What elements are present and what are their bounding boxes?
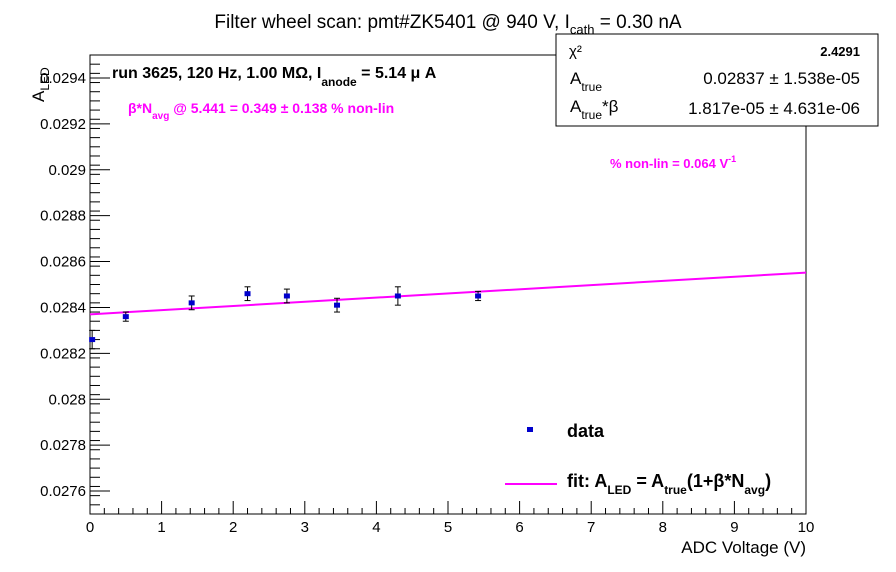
y-tick-label: 0.0278 — [40, 437, 86, 454]
y-tick-label: 0.029 — [48, 162, 86, 179]
legend: data fit: ALED = Atrue(1+β*Navg) — [505, 421, 771, 497]
atrue-beta-label: Atrue*β — [570, 97, 619, 122]
x-tick-label: 4 — [372, 519, 380, 536]
chi2-label: χ² — [569, 43, 582, 60]
data-point — [188, 300, 195, 306]
nonlin-note: % non-lin = 0.064 V-1 — [610, 154, 736, 171]
x-tick-label: 9 — [730, 519, 738, 536]
chart-title: Filter wheel scan: pmt#ZK5401 @ 940 V, I… — [214, 12, 682, 37]
y-tick-label: 0.0284 — [40, 299, 86, 316]
data-point — [334, 302, 341, 308]
data-point — [475, 293, 482, 299]
y-axis-title: ALED — [29, 67, 52, 102]
x-tick-label: 6 — [515, 519, 523, 536]
chi2-value: 2.4291 — [820, 44, 860, 59]
x-tick-label: 2 — [229, 519, 237, 536]
x-tick-label: 10 — [798, 519, 815, 536]
atrue-label: Atrue — [570, 69, 602, 94]
data-point — [394, 293, 401, 299]
fit-line — [89, 271, 807, 316]
x-tick-label: 3 — [301, 519, 309, 536]
legend-fit-label: fit: ALED = Atrue(1+β*Navg) — [567, 471, 771, 497]
y-tick-label: 0.028 — [48, 391, 86, 408]
y-tick-label: 0.0282 — [40, 345, 86, 362]
beta-note: β*Navg @ 5.441 = 0.349 ± 0.138 % non-lin — [128, 100, 394, 122]
y-tick-label: 0.0276 — [40, 483, 86, 500]
x-tick-label: 7 — [587, 519, 595, 536]
y-tick-label: 0.0286 — [40, 254, 86, 271]
x-tick-label: 0 — [86, 519, 94, 536]
x-tick-label: 1 — [157, 519, 165, 536]
atrue-beta-value: 1.817e-05 ± 4.631e-06 — [688, 99, 860, 118]
x-tick-label: 8 — [659, 519, 667, 536]
atrue-value: 0.02837 ± 1.538e-05 — [703, 69, 860, 88]
y-tick-label: 0.0288 — [40, 208, 86, 225]
data-point — [89, 337, 96, 343]
x-tick-label: 5 — [444, 519, 452, 536]
y-tick-label: 0.0292 — [40, 116, 86, 133]
stats-box: χ² 2.4291 Atrue 0.02837 ± 1.538e-05 Atru… — [555, 33, 879, 127]
data-point — [283, 293, 290, 299]
y-tick-label: 0.0294 — [40, 70, 86, 87]
data-points — [89, 286, 482, 350]
x-axis: 0 1 2 3 4 5 6 7 8 9 10 — [86, 501, 815, 536]
data-point — [244, 291, 251, 297]
legend-data-marker — [527, 427, 533, 432]
legend-data-label: data — [567, 421, 605, 441]
data-point — [122, 314, 129, 320]
stats-box-frame — [555, 33, 879, 127]
run-info: run 3625, 120 Hz, 1.00 MΩ, Ianode = 5.14… — [112, 65, 437, 89]
y-axis: 0.0276 0.0278 0.028 0.0282 0.0284 0.0286 0.028… — [40, 54, 110, 515]
x-axis-title: ADC Voltage (V) — [681, 538, 806, 557]
